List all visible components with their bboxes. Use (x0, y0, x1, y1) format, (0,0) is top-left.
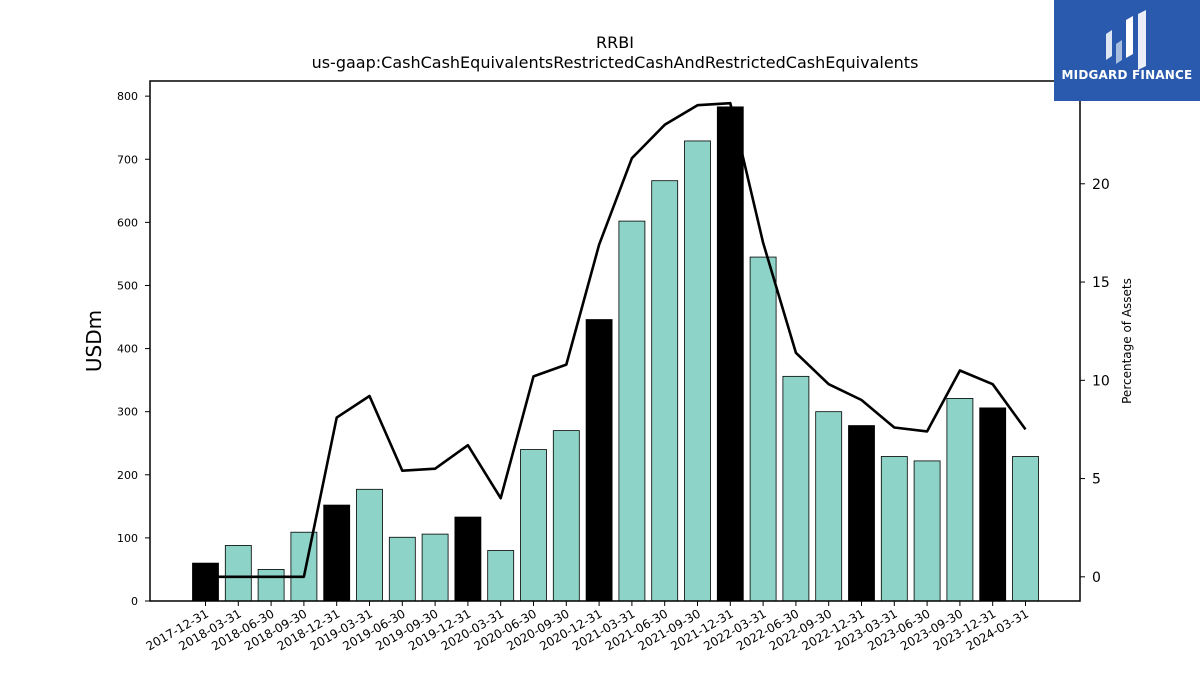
bar-2020-06-30 (520, 449, 547, 602)
bar-2019-06-30 (388, 536, 416, 602)
chart-subtitle: us-gaap:CashCashEquivalentsRestrictedCas… (312, 53, 919, 72)
bar-2018-09-30 (290, 531, 318, 602)
bar-2022-12-31 (848, 425, 875, 602)
y2-axis-label: Percentage of Assets (1120, 278, 1134, 404)
y-tick-label: 500 (117, 279, 138, 292)
y2-axis: 0 5 10 15 20 (1080, 177, 1110, 586)
bar-2021-12-31 (716, 106, 744, 602)
bar-2018-06-30 (257, 569, 285, 602)
plot-frame (149, 80, 1081, 602)
bar-2019-03-31 (356, 488, 383, 602)
y-tick-label: 700 (117, 153, 138, 166)
y-tick-label: 100 (117, 532, 138, 545)
percentage-line (205, 101, 1027, 579)
y-tick-label: 0 (131, 595, 138, 608)
y-tick-label: 300 (117, 406, 138, 419)
bar-2018-12-31 (323, 504, 351, 602)
bar-2023-03-31 (880, 456, 908, 602)
bar-2022-06-30 (782, 375, 810, 602)
bar-2023-12-31 (979, 407, 1007, 602)
y2-tick-label: 10 (1092, 373, 1110, 389)
bar-2019-12-31 (454, 516, 482, 602)
bar-2020-12-31 (585, 319, 613, 602)
y2-tick-label: 15 (1092, 275, 1110, 291)
y-axis: 0 100 200 300 400 500 600 700 800 (117, 90, 150, 608)
brand-logo: MIDGARD FINANCE (1054, 0, 1200, 101)
y2-tick-label: 5 (1092, 472, 1101, 488)
y-tick-label: 400 (117, 343, 138, 356)
y-tick-label: 600 (117, 216, 138, 229)
bar-2023-09-30 (946, 398, 974, 602)
bars-group (192, 106, 1039, 602)
bar-2021-06-30 (651, 180, 679, 602)
bar-2021-09-30 (684, 140, 711, 602)
logo-text: MIDGARD FINANCE (1061, 68, 1193, 82)
y2-tick-label: 20 (1092, 177, 1110, 193)
y-tick-label: 800 (117, 90, 138, 103)
y-axis-label: USDm (82, 310, 106, 372)
y2-tick-label: 0 (1092, 570, 1101, 586)
chart-title: RRBI (596, 33, 634, 52)
x-axis: 2017-12-312018-03-312018-06-302018-09-30… (144, 601, 1031, 653)
bar-2022-03-31 (749, 256, 777, 602)
y-tick-label: 200 (117, 469, 138, 482)
bar-2017-12-31 (192, 562, 219, 602)
bar-2023-06-30 (913, 460, 941, 602)
bar-2020-03-31 (487, 550, 515, 602)
bar-2022-09-30 (815, 411, 843, 602)
bar-2021-03-31 (618, 220, 646, 602)
bar-2019-09-30 (421, 533, 449, 602)
logo-mark-icon (1106, 10, 1146, 70)
bar-2018-03-31 (224, 545, 252, 602)
bar-2024-03-31 (1012, 456, 1039, 602)
line-layer (205, 101, 1027, 579)
bar-2020-09-30 (552, 430, 580, 602)
